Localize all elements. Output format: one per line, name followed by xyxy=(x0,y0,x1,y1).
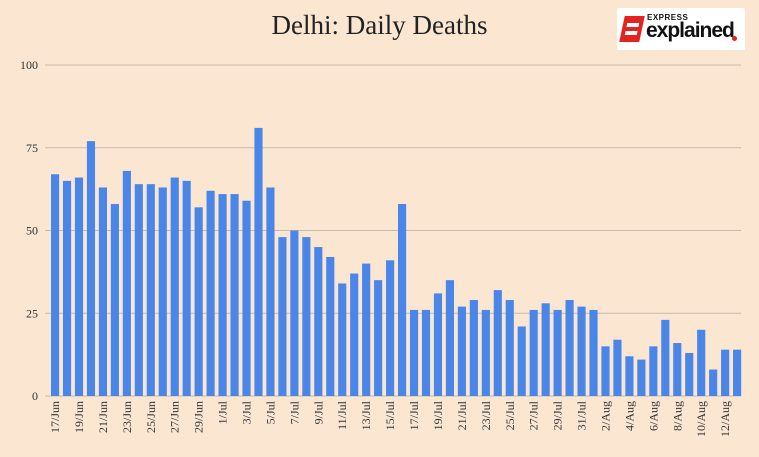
bar-25-Jul xyxy=(505,300,514,396)
x-tick-label: 10/Aug xyxy=(694,401,708,437)
x-tick-label: 6/Aug xyxy=(646,401,660,431)
bar-17-Jul xyxy=(409,309,419,396)
bar-2-Jul xyxy=(230,194,239,396)
x-tick-label: 17/Jul xyxy=(407,400,421,430)
bar-13-Aug xyxy=(733,349,742,396)
x-tick-label: 1/Jul xyxy=(216,400,230,424)
bar-3-Jul xyxy=(242,200,251,396)
bar-8-Jul xyxy=(302,237,311,396)
x-tick-label: 5/Jul xyxy=(263,400,277,424)
bar-24-Jul xyxy=(493,290,502,396)
bar-7-Jul xyxy=(290,230,299,396)
bar-23-Jun xyxy=(122,170,131,396)
x-tick-label: 27/Jul xyxy=(527,400,541,430)
bar-28-Jun xyxy=(182,180,191,396)
x-tick-label: 21/Jul xyxy=(455,400,469,430)
bar-5-Aug xyxy=(637,359,646,396)
x-tick-label: 17/Jun xyxy=(48,401,62,433)
bar-11-Aug xyxy=(709,369,718,396)
bar-27-Jun xyxy=(170,177,179,396)
x-tick-label: 31/Jul xyxy=(575,400,589,430)
bar-18-Jun xyxy=(62,180,72,396)
bar-6-Aug xyxy=(649,346,658,396)
bar-30-Jun xyxy=(206,190,215,396)
bar-30-Jul xyxy=(565,300,574,396)
x-tick-label: 29/Jul xyxy=(551,400,565,430)
bar-26-Jun xyxy=(158,187,167,396)
bar-16-Jul xyxy=(398,204,407,396)
bar-14-Jul xyxy=(374,280,383,396)
x-tick-label: 19/Jul xyxy=(431,400,445,430)
bar-20-Jun xyxy=(86,141,96,396)
x-tick-label: 7/Jul xyxy=(287,400,301,424)
x-tick-label: 12/Aug xyxy=(718,401,732,437)
bar-6-Jul xyxy=(278,237,287,396)
x-tick-label: 13/Jul xyxy=(359,400,373,430)
x-tick-label: 25/Jul xyxy=(503,400,517,430)
x-tick-label: 4/Aug xyxy=(622,401,636,431)
bar-4-Aug xyxy=(625,356,634,396)
x-tick-label: 25/Jun xyxy=(144,401,158,433)
bar-20-Jul xyxy=(445,280,454,396)
y-tick-label: 25 xyxy=(26,306,38,320)
logo-dot-icon xyxy=(732,36,737,41)
express-explained-logo: EXPRESS explained xyxy=(617,8,745,50)
logo-bottom-text: explained xyxy=(646,19,735,42)
bar-10-Jul xyxy=(326,256,335,396)
x-tick-label: 2/Aug xyxy=(598,401,612,431)
x-tick-label: 29/Jun xyxy=(192,401,206,433)
bar-8-Aug xyxy=(673,343,682,396)
bar-23-Jul xyxy=(481,309,490,396)
bar-3-Aug xyxy=(613,339,622,396)
x-tick-label: 8/Aug xyxy=(670,401,684,431)
bar-18-Jul xyxy=(421,309,431,396)
bar-9-Jul xyxy=(314,247,323,396)
x-tick-label: 19/Jun xyxy=(72,401,86,433)
bar-12-Jul xyxy=(350,273,359,396)
y-tick-label: 100 xyxy=(20,58,38,72)
bar-19-Jun xyxy=(74,177,84,396)
y-tick-label: 50 xyxy=(26,224,38,238)
x-tick-label: 23/Jul xyxy=(479,400,493,430)
x-tick-label: 23/Jun xyxy=(120,401,134,433)
bar-29-Jun xyxy=(194,207,203,396)
bar-9-Aug xyxy=(685,352,694,396)
x-tick-label: 9/Jul xyxy=(311,400,325,424)
y-tick-label: 75 xyxy=(26,141,38,155)
x-tick-label: 21/Jun xyxy=(96,401,110,433)
bar-17-Jun xyxy=(51,174,60,396)
bar-15-Jul xyxy=(386,260,395,396)
bar-7-Aug xyxy=(661,319,670,396)
bar-31-Jul xyxy=(577,306,586,396)
bar-4-Jul xyxy=(254,127,263,396)
bar-21-Jun xyxy=(98,187,107,396)
x-tick-label: 3/Jul xyxy=(240,400,254,424)
bar-29-Jul xyxy=(553,309,562,396)
bar-19-Jul xyxy=(433,293,443,396)
bar-21-Jul xyxy=(457,306,466,396)
bar-2-Aug xyxy=(601,346,610,396)
bar-28-Jul xyxy=(541,303,550,396)
logo-top-text: EXPRESS xyxy=(647,13,689,22)
x-tick-label: 27/Jun xyxy=(168,401,182,433)
bar-25-Jun xyxy=(146,184,155,396)
bar-24-Jun xyxy=(134,184,143,396)
bar-22-Jul xyxy=(469,300,478,396)
bar-1-Jul xyxy=(218,194,227,396)
x-tick-label: 15/Jul xyxy=(383,400,397,430)
bar-26-Jul xyxy=(517,326,526,396)
bar-12-Aug xyxy=(721,349,730,396)
bar-13-Jul xyxy=(362,263,371,396)
x-tick-label: 11/Jul xyxy=(335,400,349,430)
y-tick-label: 0 xyxy=(32,389,38,403)
bar-5-Jul xyxy=(266,187,275,396)
bar-22-Jun xyxy=(110,204,119,396)
bar-27-Jul xyxy=(529,309,538,396)
bar-1-Aug xyxy=(589,309,598,396)
chart-title: Delhi: Daily Deaths xyxy=(271,10,488,40)
bar-11-Jul xyxy=(338,283,347,396)
bar-10-Aug xyxy=(697,329,706,396)
